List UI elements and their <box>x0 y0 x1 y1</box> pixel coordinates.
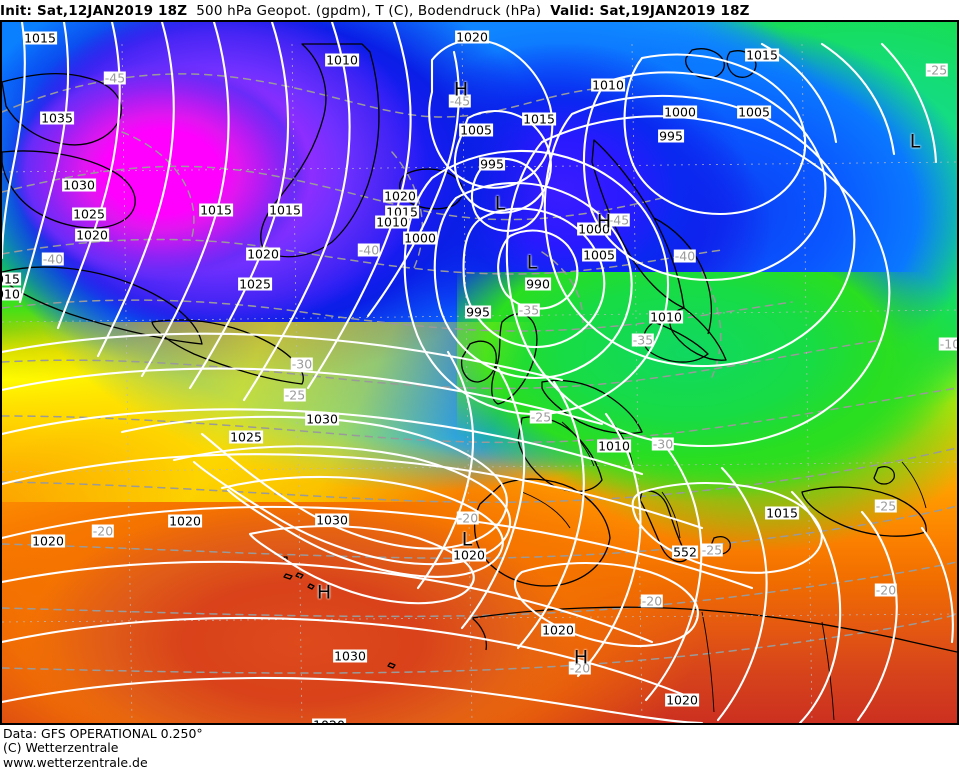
pressure-contour-label: 1015 <box>268 202 302 218</box>
pressure-contour-label: 1020 <box>312 718 346 723</box>
pressure-contour-label: 1020 <box>246 246 280 262</box>
pressure-contour-label: 1005 <box>737 104 771 120</box>
pressure-center-marker: L <box>461 528 473 551</box>
temperature-contour-label: -20 <box>874 582 898 598</box>
temperature-contour-label: -40 <box>41 251 65 267</box>
pressure-contour-label: 1015 <box>522 111 556 127</box>
temperature-contour-label: -20 <box>568 660 592 676</box>
temperature-contour-label: -25 <box>283 387 307 403</box>
map-footer: Data: GFS OPERATIONAL 0.250° (C) Wetterz… <box>0 726 959 770</box>
map-inner: 1015 1020 1010 1015 1035 1010 1015 1000 1005 1005… <box>2 22 957 723</box>
pressure-contour-label: 1025 <box>229 429 263 445</box>
pressure-contour-label: 1015 <box>765 505 799 521</box>
footer-copyright-line: (C) Wetterzentrale <box>3 740 119 755</box>
edge-pressure-label: 1010 <box>2 287 21 301</box>
pressure-contour-label: 1030 <box>333 648 367 664</box>
temperature-contour-label: -35 <box>631 332 655 348</box>
coastline-layer <box>2 43 957 723</box>
pressure-center-marker: H <box>573 646 589 669</box>
pressure-contour-label: 1020 <box>665 692 699 708</box>
header-valid-label: Valid: Sat,19JAN2019 18Z <box>550 3 750 19</box>
pressure-contour-label: 1000 <box>663 104 697 120</box>
temperature-contour-label: -30 <box>290 356 314 372</box>
pressure-contour-label: 1010 <box>649 309 683 325</box>
pressure-center-marker: L <box>494 192 506 215</box>
pressure-contour-label: 1000 <box>403 230 437 246</box>
pressure-contour-label: 1005 <box>582 247 616 263</box>
pressure-center-marker: L <box>909 130 921 153</box>
map-canvas[interactable]: 1015 1020 1010 1015 1035 1010 1015 1000 1005 1005… <box>0 20 959 725</box>
pressure-contour-label: 1015 <box>23 30 57 46</box>
pressure-contour-label: 1025 <box>238 276 272 292</box>
temperature-contour-label: -25 <box>529 409 553 425</box>
pressure-contour-label: 1020 <box>75 227 109 243</box>
pressure-contour-label: 1015 <box>745 47 779 63</box>
pressure-center-marker: H <box>316 581 332 604</box>
temperature-contour-label: -25 <box>700 542 724 558</box>
pressure-contour-label: 995 <box>658 128 684 144</box>
header-field-label: 500 hPa Geopot. (gpdm), T (C), Bodendruc… <box>196 3 542 19</box>
temperature-contour-label: -40 <box>673 248 697 264</box>
temperature-contour-label: -20 <box>91 523 115 539</box>
pressure-contour-label: 1010 <box>597 438 631 454</box>
pressure-contour-label: 1030 <box>305 411 339 427</box>
temperature-contour-label: -25 <box>925 62 949 78</box>
map-header: Init: Sat,12JAN2019 18Z 500 hPa Geopot. (… <box>0 0 959 20</box>
pressure-contour-label: 1010 <box>375 214 409 230</box>
pressure-contour-label: 1005 <box>459 122 493 138</box>
pressure-contour-label: 1015 <box>385 204 419 220</box>
temperature-contour-label: -10 <box>938 337 957 351</box>
pressure-center-marker: H <box>453 78 469 101</box>
temperature-contour-label: -45 <box>607 212 631 228</box>
pressure-contour-label: 1015 <box>199 202 233 218</box>
isobar-layer <box>2 22 954 723</box>
pressure-contour-label: 1020 <box>168 513 202 529</box>
pressure-contour-label: 1020 <box>455 29 489 45</box>
pressure-contour-label: 1020 <box>541 622 575 638</box>
edge-pressure-label: 1015 <box>2 272 21 286</box>
temperature-contour-label: -30 <box>651 436 675 452</box>
pressure-contour-label: 552 <box>672 544 698 560</box>
temperature-contour-label: -20 <box>456 510 480 526</box>
pressure-contour-label: 1030 <box>62 177 96 193</box>
temperature-contour-label: -35 <box>517 302 541 318</box>
temperature-contour-label: -20 <box>640 593 664 609</box>
pressure-contour-label: 1020 <box>31 533 65 549</box>
pressure-contour-label: 1035 <box>40 110 74 126</box>
pressure-center-marker: L <box>526 251 538 274</box>
temperature-contour-label: -45 <box>103 70 127 86</box>
header-init-label: Init: Sat,12JAN2019 18Z <box>0 3 188 19</box>
pressure-contour-label: 1000 <box>577 221 611 237</box>
footer-website-line[interactable]: www.wetterzentrale.de <box>3 755 148 770</box>
pressure-contour-label: 995 <box>479 156 505 172</box>
pressure-contour-label: 990 <box>525 276 551 292</box>
temperature-contour-label: -45 <box>448 93 472 109</box>
pressure-contour-label: 1010 <box>325 52 359 68</box>
pressure-contour-label: 995 <box>465 304 491 320</box>
pressure-contour-label: 1020 <box>383 188 417 204</box>
footer-data-line: Data: GFS OPERATIONAL 0.250° <box>3 726 203 741</box>
pressure-contour-label: 1025 <box>72 206 106 222</box>
pressure-contour-label: 1030 <box>315 512 349 528</box>
temperature-contour-label: -25 <box>874 498 898 514</box>
pressure-contour-label: 1010 <box>591 77 625 93</box>
pressure-contour-label: 1020 <box>452 547 486 563</box>
temperature-contour-label: -40 <box>357 242 381 258</box>
pressure-center-marker: H <box>596 210 612 233</box>
